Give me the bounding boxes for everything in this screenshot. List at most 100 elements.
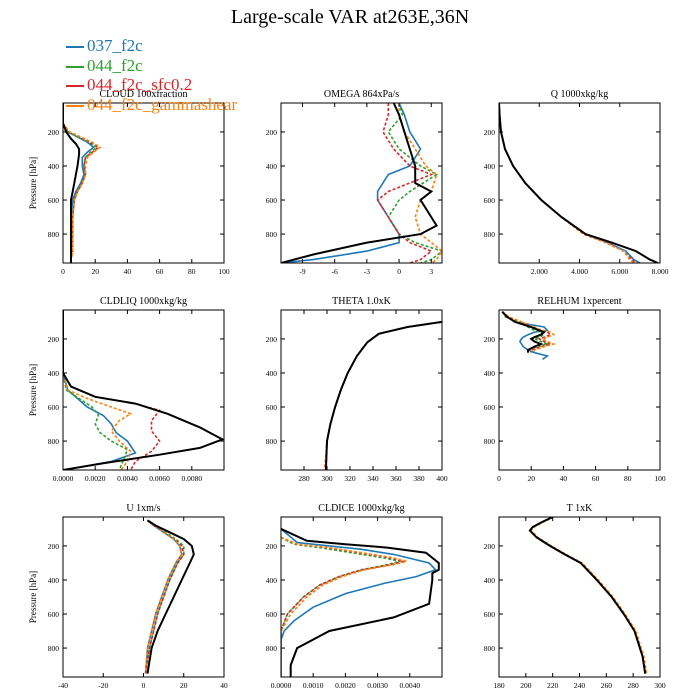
panel-7: CLDICE 1000xkg/kg 0.0000 0.0010 0.0020 0.003… [266,503,443,690]
x-tick-label: 60 [156,267,164,276]
plot-frame [498,309,661,471]
y-tick-label: 400 [484,162,496,171]
series-line-1 [144,519,185,674]
y-tick-label: 400 [48,576,60,585]
y-tick-label: 400 [266,576,278,585]
y-tick-label: 800 [484,644,496,653]
y-tick-label: 400 [266,369,278,378]
x-tick-label: 2.000 [531,267,548,276]
legend-swatch [66,65,84,68]
series-line-4 [146,519,195,674]
x-tick-label: -3 [364,267,370,276]
series-line-1 [63,310,129,470]
x-tick-label: 260 [601,681,613,690]
plot-frame [280,309,443,471]
x-tick-label: 6.000 [611,267,628,276]
legend-item: 044_f2c_gammashear [66,95,237,115]
series-line-3 [63,310,133,470]
y-tick-label: 600 [484,610,496,619]
x-tick-label: 40 [220,681,228,690]
legend-label: 044_f2c_gammashear [87,94,238,114]
panel-title: OMEGA 864xPa/s [324,89,399,100]
plot-frame [62,516,225,678]
y-tick-label: 200 [48,128,60,137]
series-line-4 [499,103,659,263]
series-line-3 [501,311,557,353]
legend-item: 037_f2c [66,36,237,56]
y-tick-label: 800 [266,437,278,446]
series-line-4 [501,311,547,353]
y-tick-label: 600 [266,196,278,205]
series-line-2 [499,103,637,263]
x-tick-label: 0.0030 [367,681,388,690]
x-tick-label: 360 [390,474,402,483]
legend-label: 037_f2c [87,36,143,55]
x-tick-label: 300 [321,474,333,483]
y-tick-label: 400 [484,369,496,378]
y-tick-label: 800 [48,437,60,446]
x-tick-label: 3 [429,267,433,276]
y-tick-label: 600 [266,610,278,619]
x-tick-label: 0.0080 [181,474,202,483]
y-tick-label: 800 [48,230,60,239]
x-tick-label: 40 [560,474,568,483]
plot-frame [62,309,225,471]
panel-2: Q 1000xkg/kg 2.000 4.000 6.000 8.000 200 400 60… [484,89,669,276]
legend-item: 044_f2c_sfc0.2 [66,75,237,95]
panel-6: U 1xm/s -40 -20 0 20 40 200 400 600 800 Pressure [… [28,503,228,690]
panel-title: Q 1000xkg/kg [551,89,609,100]
x-tick-label: 0 [397,267,401,276]
x-tick-label: 0.0060 [149,474,170,483]
series-line-4 [281,103,439,263]
y-tick-label: 800 [266,644,278,653]
panel-title: U 1xm/s [126,503,160,514]
x-tick-label: 0.0040 [399,681,420,690]
x-tick-label: 400 [436,474,448,483]
x-tick-label: 100 [218,267,230,276]
x-tick-label: 180 [493,681,505,690]
panel-title: THETA 1.0xK [332,296,391,307]
legend-label: 044_f2c_sfc0.2 [87,75,193,94]
y-tick-label: 200 [266,335,278,344]
y-tick-label: 200 [48,542,60,551]
series-line-2 [323,321,442,470]
y-tick-label: 200 [484,128,496,137]
x-tick-label: 300 [654,681,666,690]
panel-title: CLOUD 100xfraction [99,89,187,100]
y-tick-label: 600 [266,403,278,412]
series-line-1 [528,517,646,674]
series-line-0 [281,528,438,677]
panel-title: T 1xK [567,503,593,514]
x-tick-label: 280 [628,681,640,690]
x-tick-label: 0.0000 [271,681,292,690]
x-tick-label: -6 [332,267,338,276]
y-tick-label: 800 [484,230,496,239]
x-tick-label: 380 [413,474,425,483]
series-line-4 [63,103,81,263]
x-tick-label: 0.0020 [85,474,106,483]
panel-1: OMEGA 864xPa/s -9 -6 -3 0 3 200 400 600 800 [266,89,443,276]
x-tick-label: 0.0040 [117,474,138,483]
y-tick-label: 200 [266,542,278,551]
panel-title: RELHUM 1xpercent [537,296,621,307]
y-tick-label: 200 [266,128,278,137]
series-line-2 [501,311,554,353]
y-axis-label: Pressure [hPa] [28,157,38,209]
series-line-1 [325,321,442,470]
series-line-2 [528,517,646,674]
panel-8: T 1xK 180 200 220 240 260 280 300 200 400 600 800 [484,503,666,690]
series-line-4 [63,310,224,470]
x-tick-label: -40 [58,681,68,690]
x-tick-label: -20 [98,681,108,690]
x-tick-label: 80 [624,474,632,483]
series-line-0 [63,310,137,470]
y-tick-label: 400 [48,162,60,171]
x-tick-label: 0.0000 [53,474,74,483]
series-line-1 [281,536,401,677]
x-tick-label: 0 [142,681,146,690]
panel-0: CLOUD 100xfraction 0 20 40 60 80 100 200 400 600 8… [28,89,230,276]
series-line-4 [281,527,440,677]
x-tick-label: 40 [124,267,132,276]
